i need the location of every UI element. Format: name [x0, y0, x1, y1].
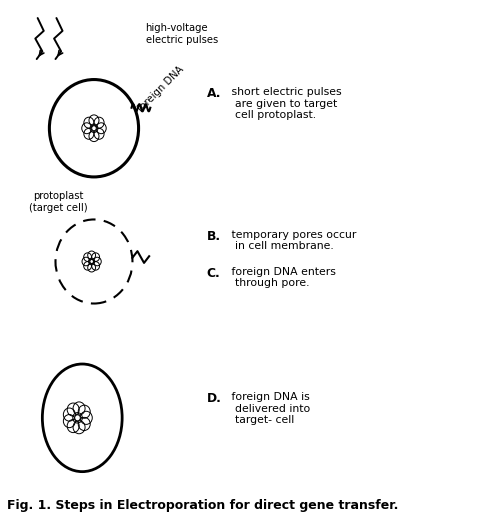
Text: high-voltage
electric pulses: high-voltage electric pulses [146, 23, 218, 45]
Text: protoplast
(target cell): protoplast (target cell) [30, 191, 88, 213]
Text: A.: A. [206, 87, 221, 100]
Text: Fig. 1. Steps in Electroporation for direct gene transfer.: Fig. 1. Steps in Electroporation for dir… [7, 498, 399, 511]
Circle shape [56, 220, 133, 303]
Text: temporary pores occur
  in cell membrane.: temporary pores occur in cell membrane. [228, 230, 356, 252]
Text: foreign DNA: foreign DNA [136, 64, 186, 114]
Text: short electric pulses
  are given to target
  cell protoplast.: short electric pulses are given to targe… [228, 87, 342, 120]
Text: D.: D. [206, 392, 221, 405]
Text: C.: C. [206, 267, 220, 280]
Text: foreign DNA is
  delivered into
  target- cell: foreign DNA is delivered into target- ce… [228, 392, 310, 425]
Text: B.: B. [206, 230, 221, 243]
Text: foreign DNA enters
  through pore.: foreign DNA enters through pore. [228, 267, 336, 288]
Circle shape [49, 79, 138, 177]
Ellipse shape [42, 364, 122, 472]
